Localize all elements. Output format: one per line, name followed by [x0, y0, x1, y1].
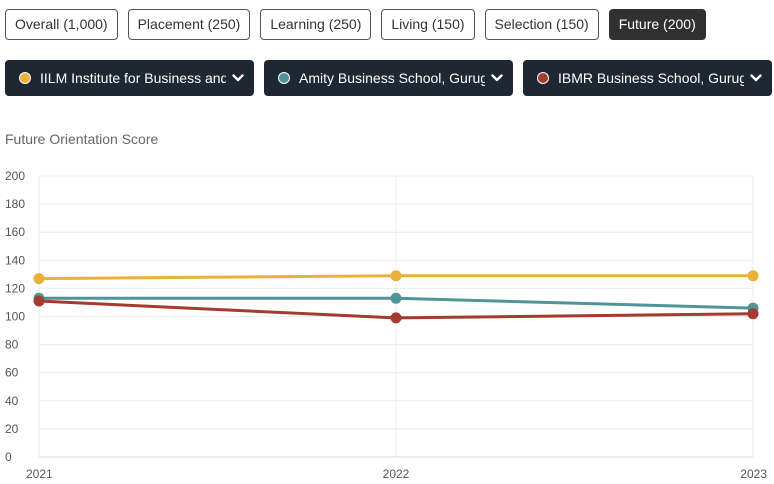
tab-selection[interactable]: Selection (150) [484, 9, 599, 40]
tab-overall[interactable]: Overall (1,000) [5, 9, 118, 40]
tab-living[interactable]: Living (150) [381, 9, 475, 40]
college-selector-1[interactable]: IILM Institute for Business and Manageme… [5, 60, 254, 96]
data-point [390, 292, 402, 304]
chart-title: Future Orientation Score [5, 131, 159, 147]
x-tick-label: 2021 [26, 467, 53, 481]
y-tick-label: 140 [5, 253, 25, 267]
college-selector-2[interactable]: Amity Business School, Gurugram [264, 60, 513, 96]
y-tick-label: 120 [5, 281, 25, 295]
y-tick-label: 60 [5, 366, 19, 380]
y-tick-label: 180 [5, 197, 25, 211]
college-selector-label: IBMR Business School, Gurugram [558, 70, 744, 86]
chevron-down-icon[interactable] [750, 74, 762, 82]
college-selector-label: Amity Business School, Gurugram [299, 70, 485, 86]
data-point [33, 273, 45, 285]
series-color-dot [537, 72, 549, 84]
data-point [747, 270, 759, 282]
data-point [390, 312, 402, 324]
y-tick-label: 0 [5, 450, 12, 464]
series-color-dot [278, 72, 290, 84]
y-tick-label: 160 [5, 225, 25, 239]
y-tick-label: 20 [5, 422, 19, 436]
x-tick-label: 2022 [383, 467, 410, 481]
college-selector-3[interactable]: IBMR Business School, Gurugram [523, 60, 772, 96]
chevron-down-icon[interactable] [232, 74, 244, 82]
y-tick-label: 40 [5, 394, 19, 408]
college-selector-label: IILM Institute for Business and Manageme… [40, 70, 226, 86]
series-color-dot [19, 72, 31, 84]
chevron-down-icon[interactable] [491, 74, 503, 82]
y-tick-label: 80 [5, 338, 19, 352]
tab-learning[interactable]: Learning (250) [260, 9, 372, 40]
tab-placement[interactable]: Placement (250) [127, 9, 251, 40]
college-selectors: IILM Institute for Business and Manageme… [5, 60, 772, 96]
data-point [390, 270, 402, 282]
y-tick-label: 100 [5, 310, 25, 324]
y-tick-label: 200 [5, 169, 25, 183]
tab-future[interactable]: Future (200) [608, 9, 706, 40]
x-tick-label: 2023 [740, 467, 767, 481]
data-point [33, 295, 45, 307]
data-point [747, 308, 759, 320]
category-tabs: Overall (1,000) Placement (250) Learning… [5, 9, 706, 40]
